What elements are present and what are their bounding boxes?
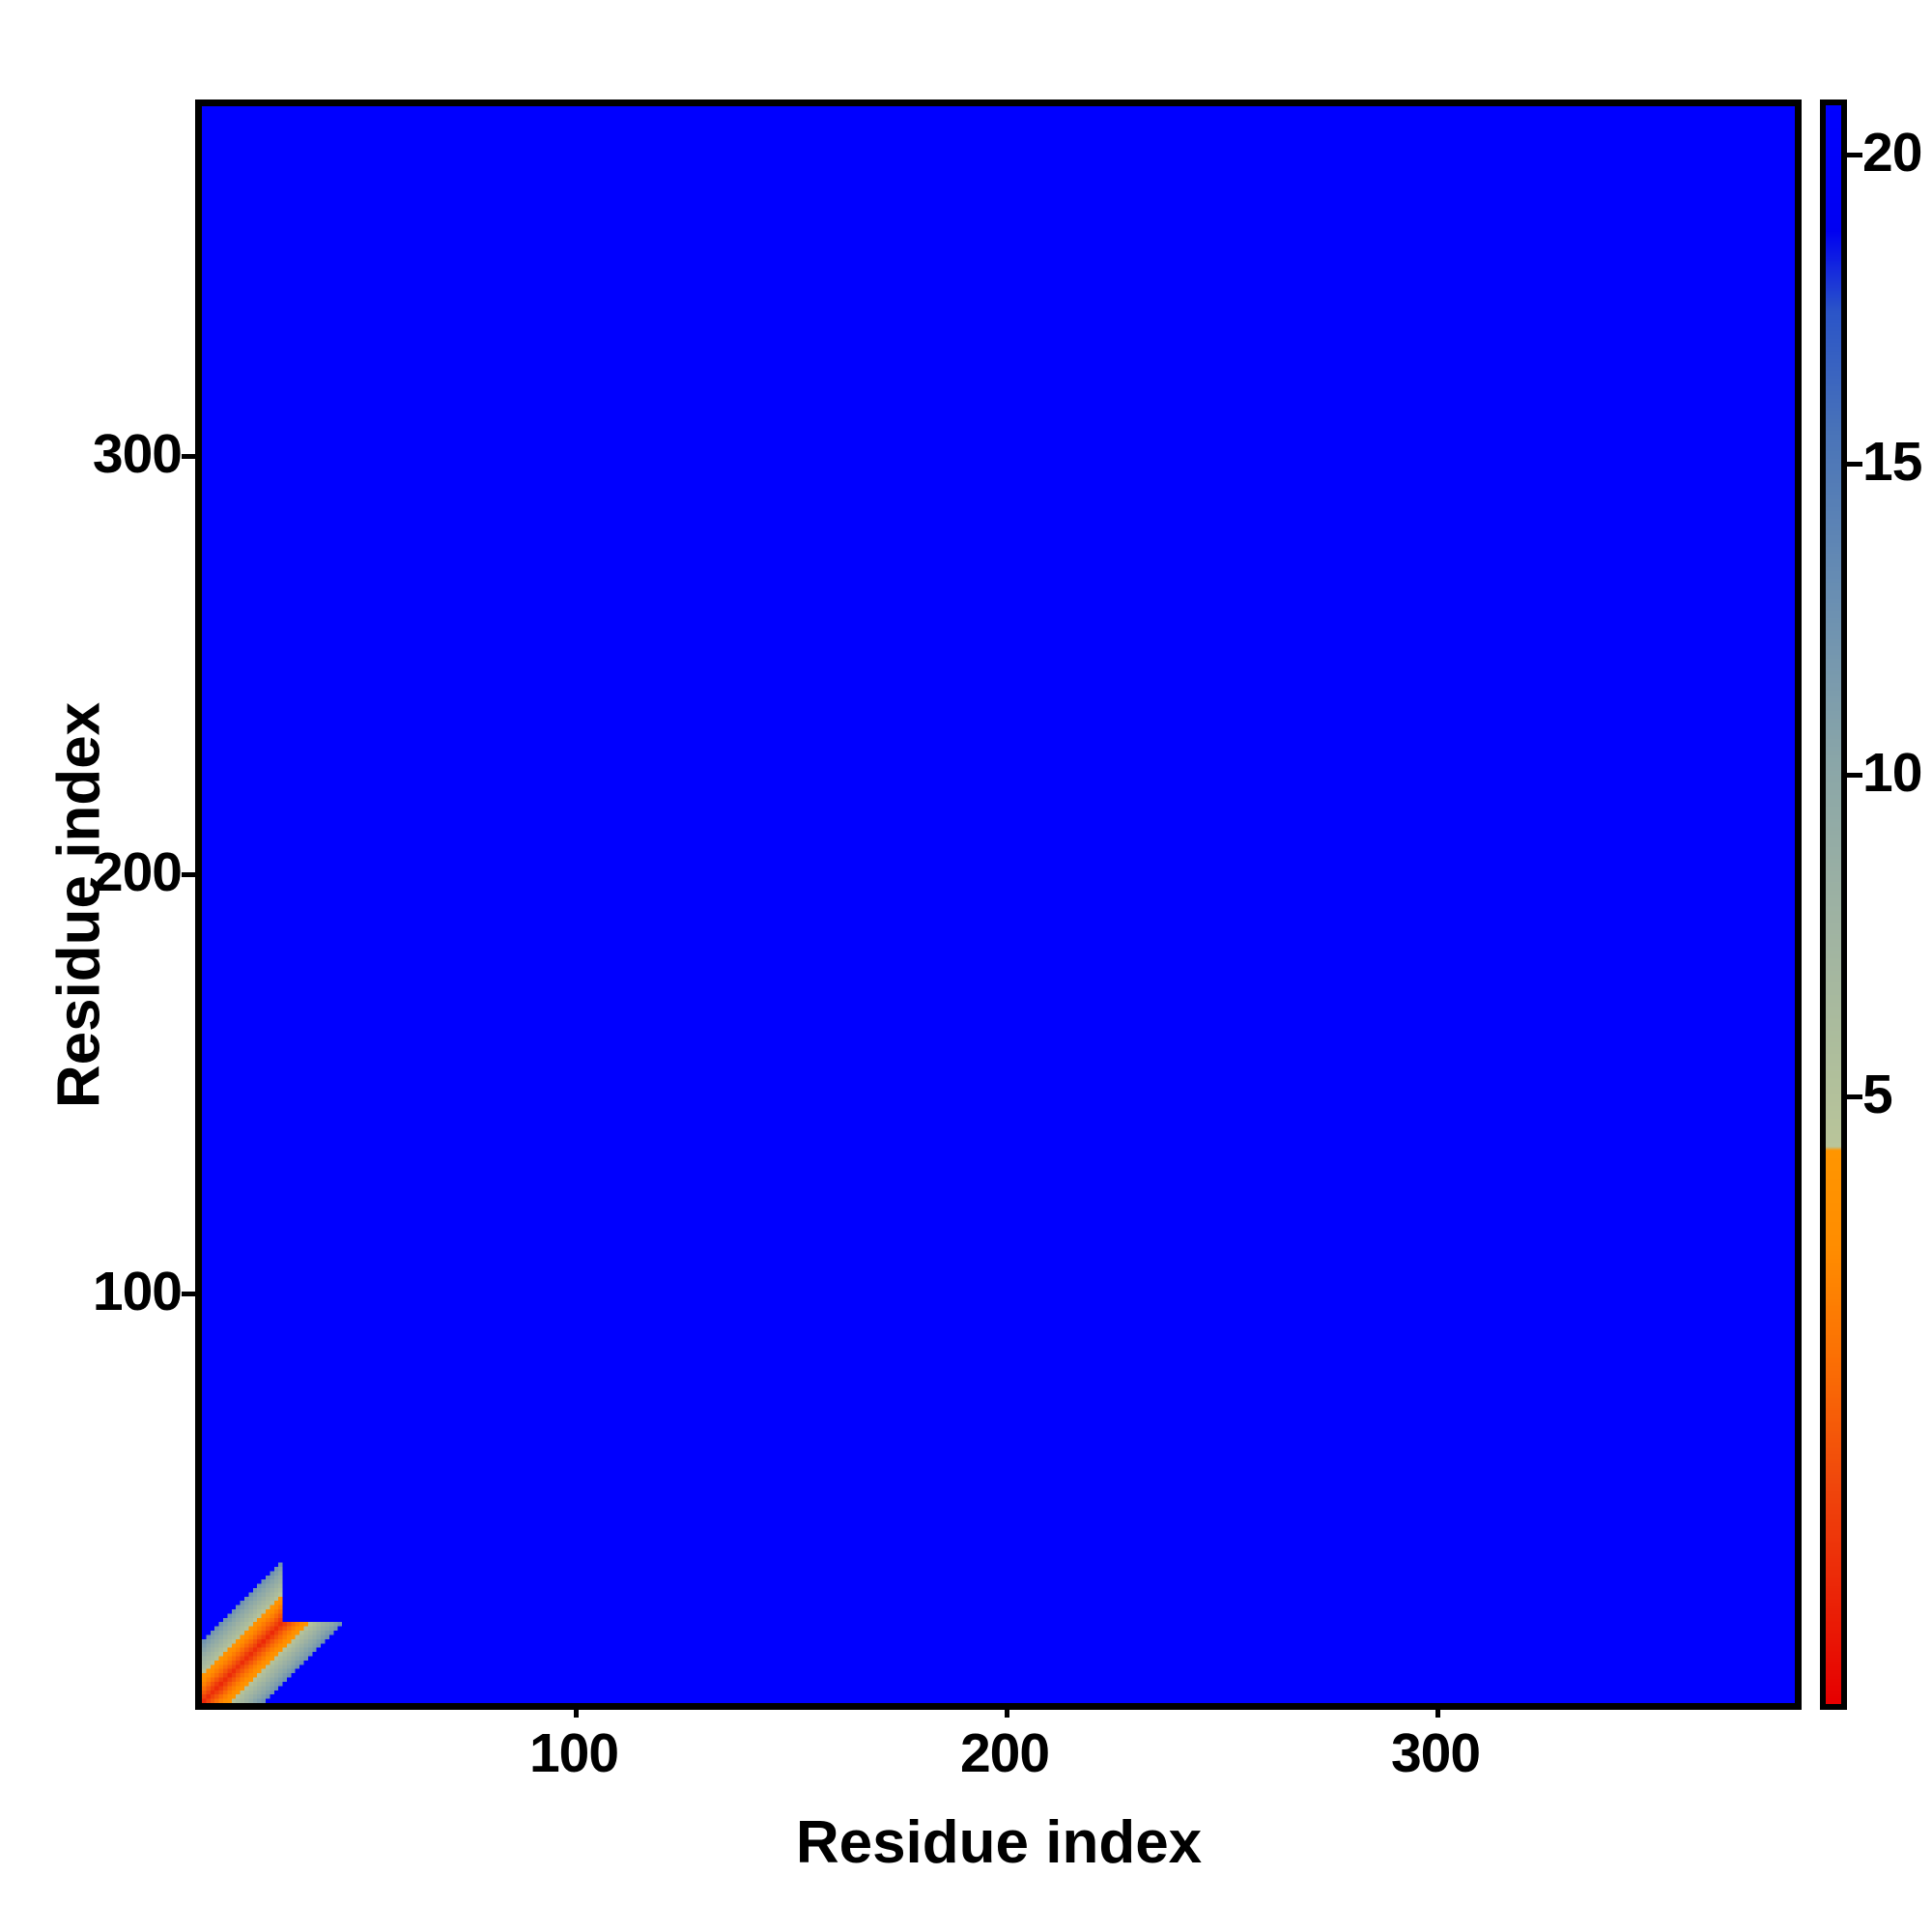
y-tick-100 [182,1292,197,1296]
colorbar-gradient [1826,105,1841,1704]
y-tick-200 [182,872,197,877]
heatmap-axes [195,99,1802,1710]
x-tick-300 [1435,1703,1440,1718]
x-tick-label-100: 100 [528,1722,619,1784]
contact-map-heatmap [202,106,1795,1703]
y-tick-300 [182,454,197,459]
colorbar-tick-5 [1847,1094,1862,1099]
colorbar [1820,99,1847,1710]
x-axis-title: Residue index [795,1809,1203,1876]
x-tick-100 [574,1703,579,1718]
colorbar-label-20: 20 [1862,122,1922,184]
colorbar-label-15: 15 [1862,431,1922,493]
y-axis-title: Residue index [45,701,113,1109]
colorbar-label-10: 10 [1862,742,1922,804]
y-tick-label-200: 200 [92,841,183,903]
x-tick-label-300: 300 [1390,1722,1481,1784]
colorbar-tick-15 [1847,462,1862,467]
y-tick-label-300: 300 [92,423,183,485]
colorbar-tick-10 [1847,773,1862,778]
x-tick-200 [1005,1703,1009,1718]
y-tick-label-100: 100 [92,1261,183,1322]
colorbar-label-5: 5 [1862,1064,1893,1125]
colorbar-tick-20 [1847,153,1862,157]
x-tick-label-200: 200 [959,1722,1050,1784]
